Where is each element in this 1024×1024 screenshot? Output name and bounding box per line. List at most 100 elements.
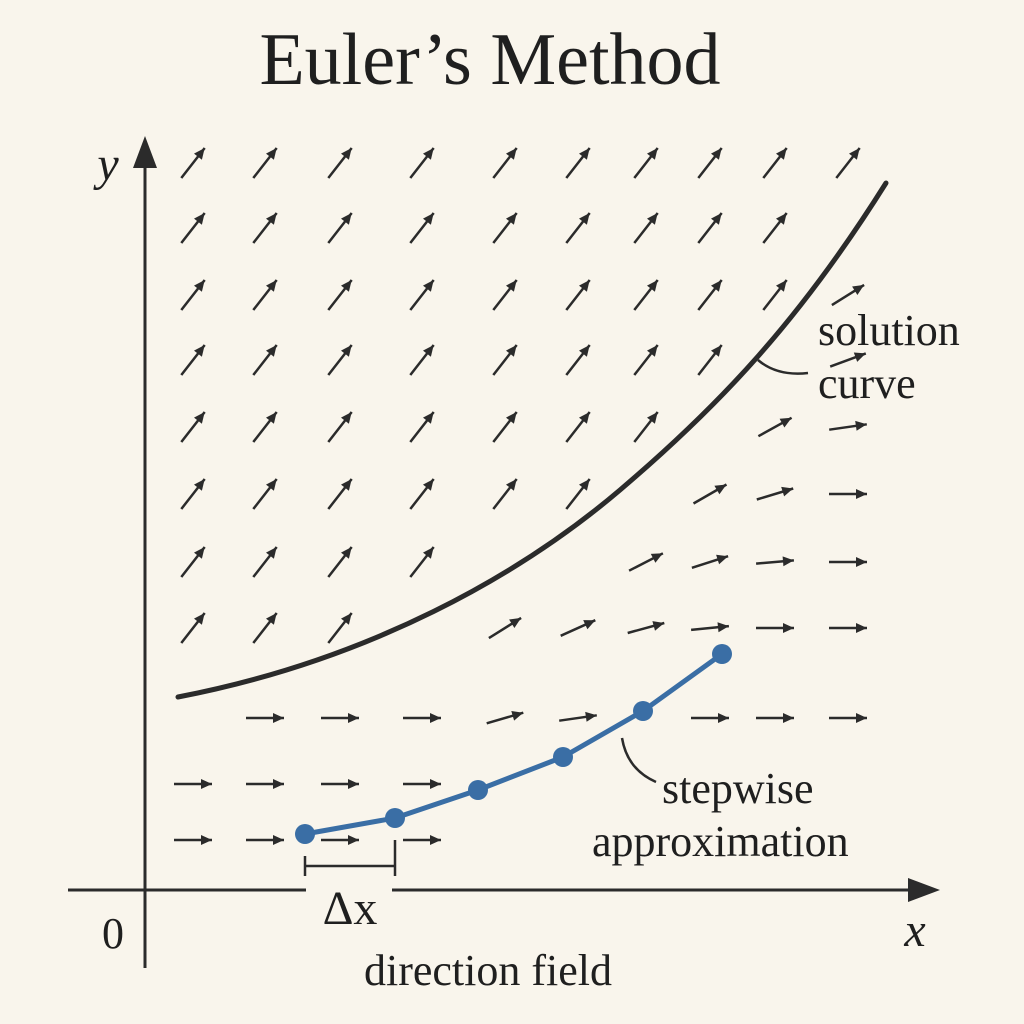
direction-arrowhead xyxy=(853,352,866,362)
direction-arrowhead xyxy=(266,547,277,559)
direction-arrowhead xyxy=(583,620,596,630)
direction-arrowhead xyxy=(579,213,590,225)
direction-field xyxy=(174,147,867,845)
direction-arrowhead xyxy=(341,412,352,424)
stepwise-label-line1: stepwise xyxy=(662,764,814,813)
direction-arrowhead xyxy=(423,547,434,559)
direction-arrowhead xyxy=(341,213,352,225)
direction-arrowhead xyxy=(266,280,277,292)
direction-arrowhead xyxy=(506,412,517,424)
approximation-point xyxy=(553,747,573,767)
direction-arrowhead xyxy=(266,412,277,424)
diagram-title: Euler’s Method xyxy=(259,19,720,101)
direction-arrowhead xyxy=(579,280,590,292)
direction-arrowhead xyxy=(194,412,205,424)
direction-arrowhead xyxy=(855,420,867,431)
approximation-point xyxy=(633,701,653,721)
direction-arrowhead xyxy=(506,148,517,160)
direction-arrowhead xyxy=(423,412,434,424)
approximation-point xyxy=(295,824,315,844)
solution-curve xyxy=(175,180,889,700)
direction-arrowhead xyxy=(711,280,722,292)
direction-arrowhead xyxy=(348,779,359,789)
direction-arrowhead xyxy=(711,345,722,357)
direction-arrowhead xyxy=(714,484,727,495)
direction-arrowhead xyxy=(341,547,352,559)
direction-arrowhead xyxy=(430,713,441,723)
approximation-point xyxy=(468,780,488,800)
direction-arrowhead xyxy=(430,779,441,789)
direction-arrowhead xyxy=(585,711,597,722)
direction-arrowhead xyxy=(194,547,205,559)
direction-arrowhead xyxy=(341,148,352,160)
y-axis-arrowhead xyxy=(133,136,157,168)
direction-arrowhead xyxy=(266,213,277,225)
direction-arrowhead xyxy=(717,622,729,633)
direction-arrowhead xyxy=(776,148,787,160)
direction-arrowhead xyxy=(647,412,658,424)
direction-arrowhead xyxy=(423,280,434,292)
direction-arrowhead xyxy=(423,148,434,160)
approximation-point xyxy=(712,644,732,664)
direction-arrowhead xyxy=(579,412,590,424)
solution-curve-label-line2: curve xyxy=(818,359,916,408)
direction-arrowhead xyxy=(579,345,590,357)
direction-arrowhead xyxy=(511,711,524,721)
direction-arrowhead xyxy=(579,479,590,491)
direction-arrowhead xyxy=(856,557,867,567)
direction-arrowhead xyxy=(856,623,867,633)
direction-arrowhead xyxy=(647,148,658,160)
direction-field-label: direction field xyxy=(364,946,612,995)
direction-arrowhead xyxy=(856,489,867,499)
direction-arrowhead xyxy=(194,345,205,357)
direction-arrowhead xyxy=(856,713,867,723)
solution-curve-leader xyxy=(757,359,809,375)
direction-arrowhead xyxy=(348,713,359,723)
step-size-label: Δx xyxy=(323,882,378,935)
direction-arrowhead xyxy=(201,779,212,789)
direction-arrowhead xyxy=(779,417,792,428)
direction-arrowhead xyxy=(194,148,205,160)
direction-arrowhead xyxy=(266,479,277,491)
direction-arrowhead xyxy=(341,479,352,491)
direction-arrowhead xyxy=(647,345,658,357)
direction-arrowhead xyxy=(711,148,722,160)
direction-arrowhead xyxy=(430,835,441,845)
direction-arrowhead xyxy=(852,284,865,295)
direction-arrowhead xyxy=(849,148,860,160)
stepwise-leader xyxy=(620,737,657,784)
direction-arrowhead xyxy=(506,280,517,292)
direction-arrowhead xyxy=(716,554,729,565)
direction-arrowhead xyxy=(783,713,794,723)
approximation-points xyxy=(295,644,732,844)
stepwise-label-line2: approximation xyxy=(592,817,849,866)
direction-arrowhead xyxy=(266,345,277,357)
direction-arrowhead xyxy=(341,613,352,625)
direction-arrowhead xyxy=(782,556,794,567)
direction-arrowhead xyxy=(341,345,352,357)
direction-arrowhead xyxy=(776,280,787,292)
direction-arrowhead xyxy=(718,713,729,723)
direction-arrowhead xyxy=(652,621,665,631)
direction-arrowhead xyxy=(781,486,794,497)
direction-arrowhead xyxy=(341,280,352,292)
direction-arrowhead xyxy=(266,148,277,160)
direction-arrowhead xyxy=(711,213,722,225)
direction-arrowhead xyxy=(423,345,434,357)
direction-arrowhead xyxy=(273,713,284,723)
direction-arrowhead xyxy=(266,613,277,625)
direction-arrowhead xyxy=(647,280,658,292)
direction-arrowhead xyxy=(506,213,517,225)
direction-arrowhead xyxy=(423,213,434,225)
step-size-label-background xyxy=(306,880,392,930)
stepwise-approximation-line xyxy=(304,651,724,837)
direction-arrowhead xyxy=(776,213,787,225)
origin-label: 0 xyxy=(102,909,124,958)
x-axis-arrowhead xyxy=(908,878,940,902)
direction-arrowhead xyxy=(194,613,205,625)
direction-arrowhead xyxy=(579,148,590,160)
direction-arrowhead xyxy=(506,345,517,357)
direction-arrowhead xyxy=(647,213,658,225)
